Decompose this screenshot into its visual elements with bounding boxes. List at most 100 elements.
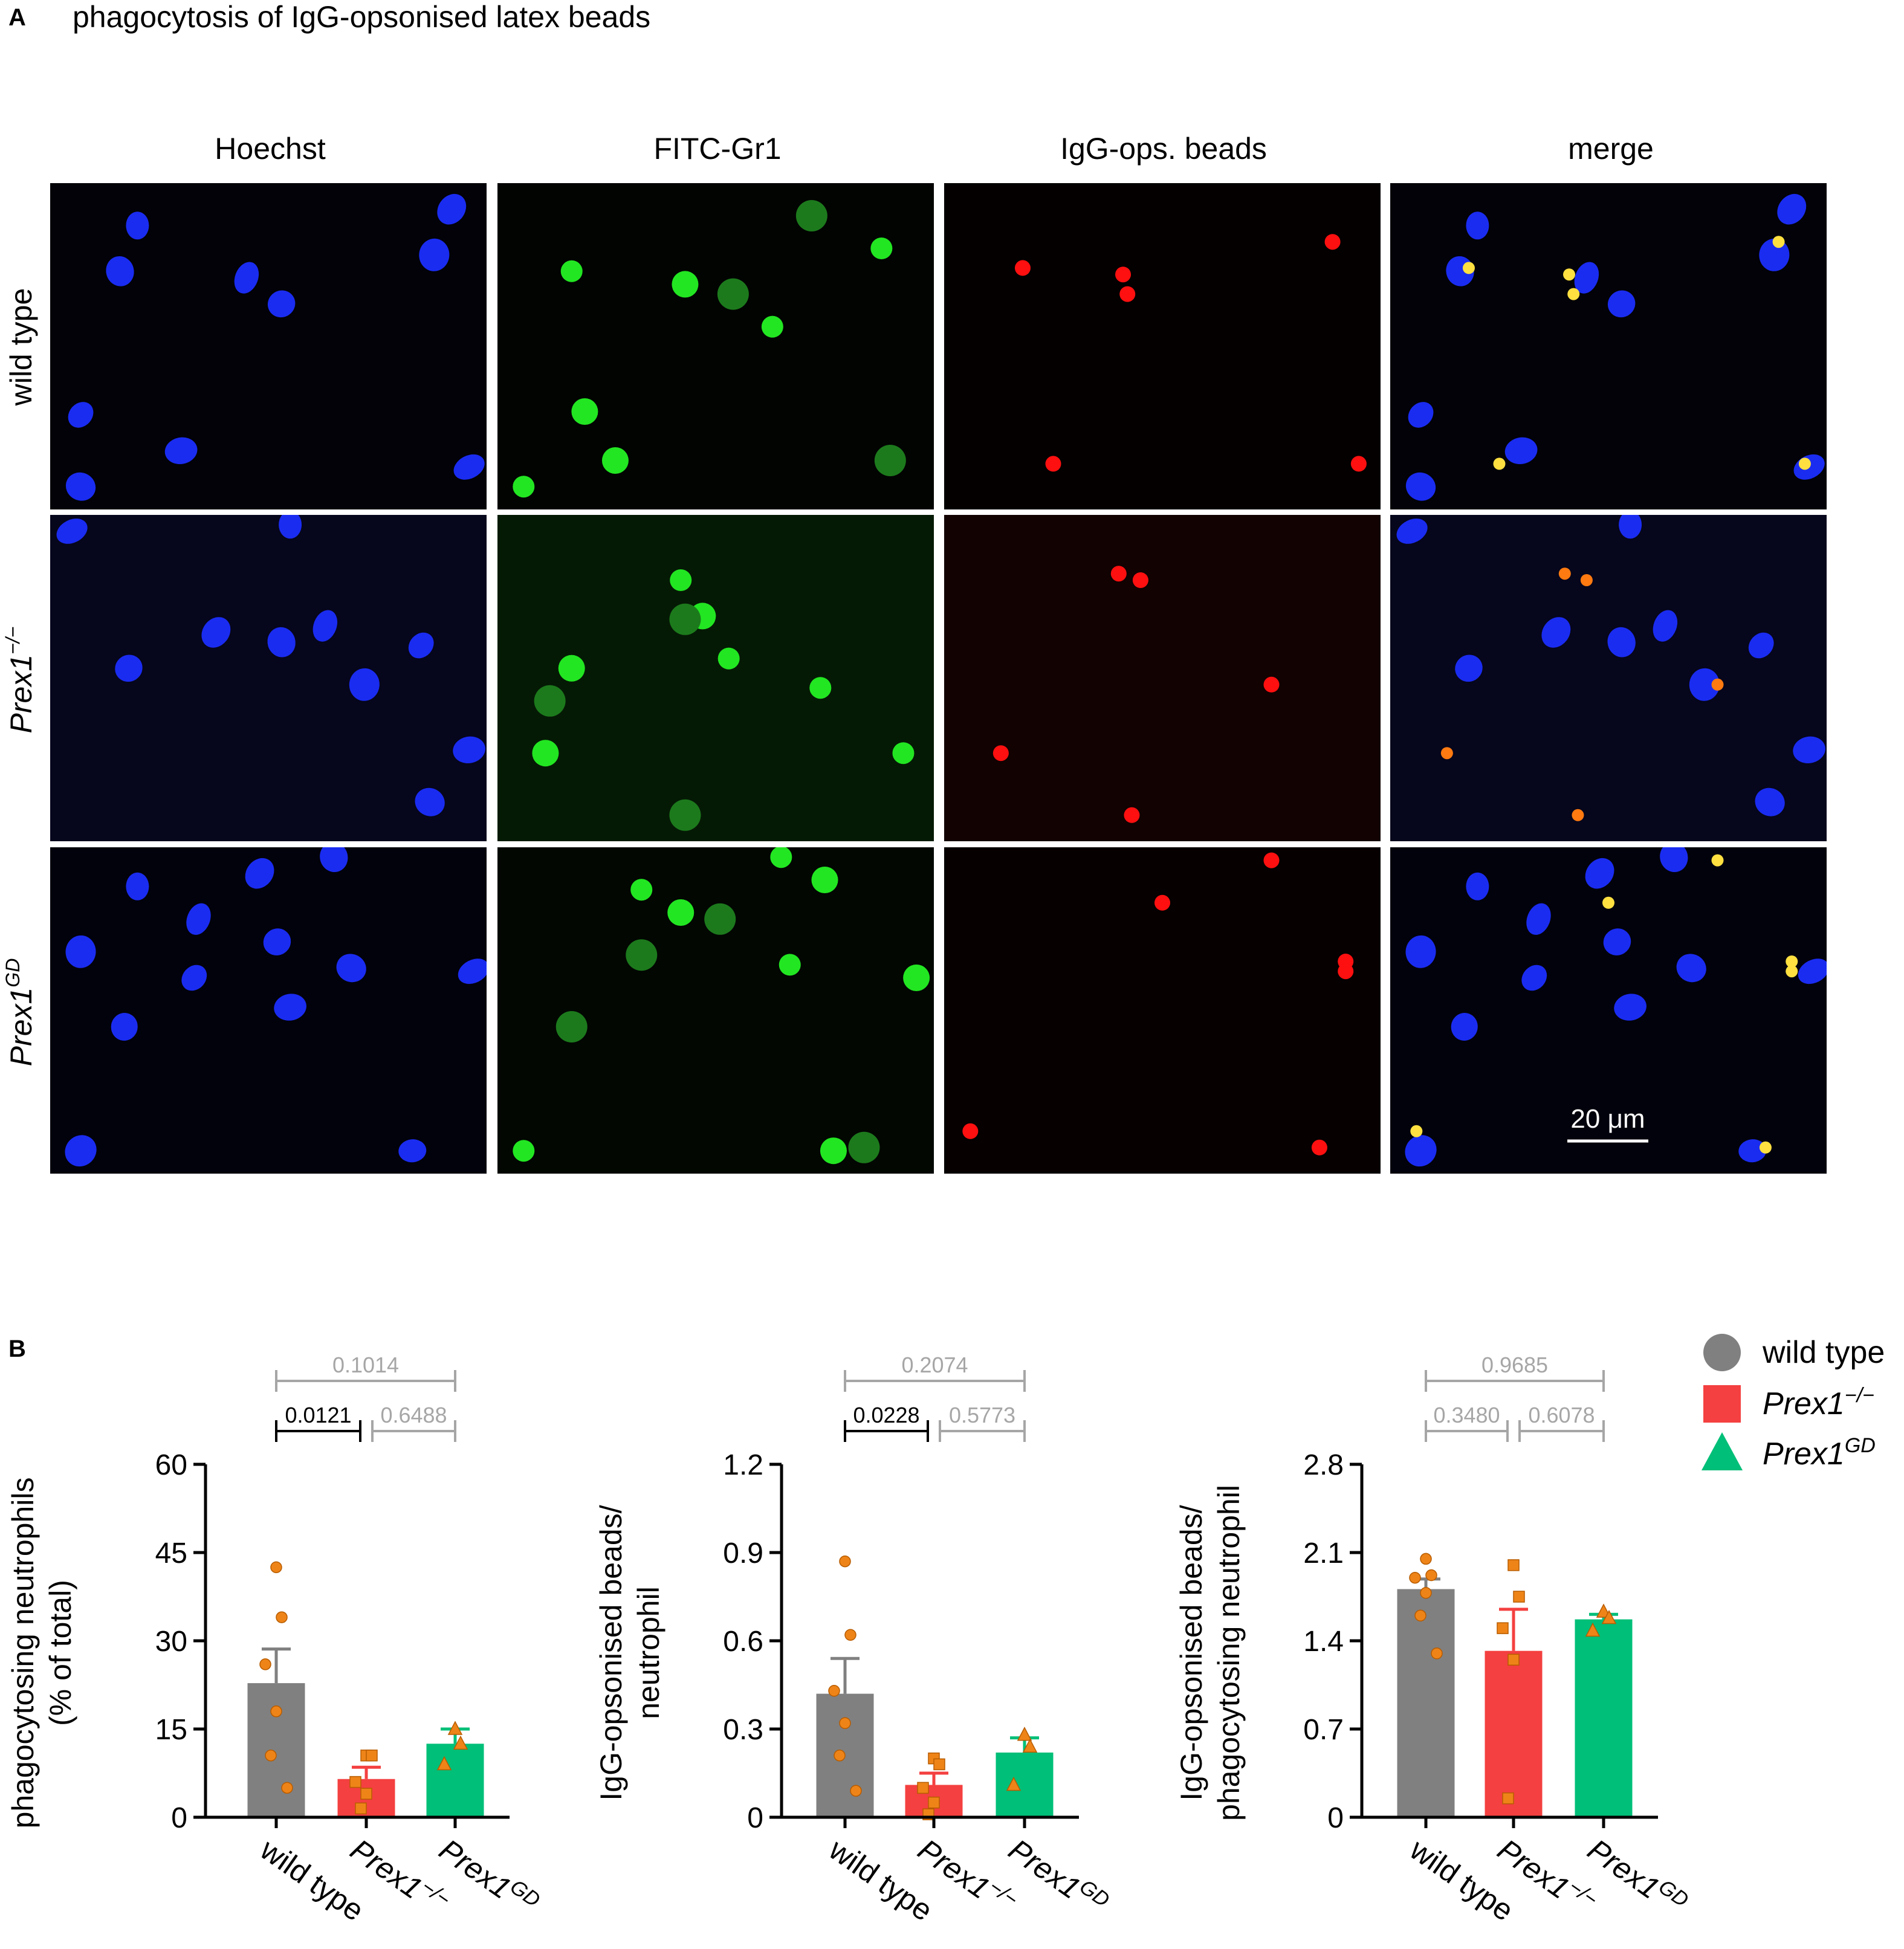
data-point-prex1-ko — [1507, 1559, 1520, 1571]
data-point-prex1-ko — [360, 1788, 372, 1800]
panel-a-title: phagocytosis of IgG-opsonised latex bead… — [73, 0, 650, 34]
p-value-label: 0.9685 — [1481, 1353, 1548, 1377]
data-point-prex1-ko — [917, 1782, 929, 1794]
legend-marker-prex1-ko — [1703, 1385, 1741, 1423]
data-point-wild-type — [850, 1785, 862, 1797]
panel-a-letter: A — [8, 4, 26, 31]
bar-prex1-gd — [1575, 1619, 1633, 1817]
significance-bracket — [844, 1420, 929, 1442]
bar-wild-type — [247, 1683, 305, 1817]
column-header-merge: merge — [1568, 132, 1654, 166]
significance-bracket — [1425, 1370, 1605, 1392]
row-label-prex1-gd: Prex1GD — [2, 958, 38, 1067]
data-point-prex1-ko — [349, 1776, 361, 1788]
x-tick-label-prex1-gd: Prex1GD — [1003, 1830, 1114, 1923]
y-tick-label: 1.4 — [1303, 1626, 1344, 1658]
significance-bracket — [275, 1420, 361, 1442]
data-point-prex1-gd — [447, 1721, 463, 1735]
y-tick-label: 2.8 — [1303, 1449, 1344, 1481]
microscopy-tile-prex1-ko-hoechst — [50, 515, 487, 841]
data-point-prex1-gd — [1585, 1622, 1601, 1637]
data-point-wild-type — [1431, 1647, 1443, 1660]
significance-bracket — [939, 1420, 1026, 1442]
data-point-wild-type — [1409, 1571, 1421, 1584]
microscopy-tile-wild-type-fitc-gr1 — [497, 183, 934, 509]
data-point-prex1-ko — [928, 1796, 940, 1809]
row-label-prex1-ko: Prex1−/− — [2, 627, 38, 734]
y-tick-label: 0.9 — [723, 1537, 763, 1569]
legend-marker-prex1-gd — [1702, 1432, 1743, 1470]
error-bar-prex1-ko — [1499, 1608, 1528, 1651]
y-axis-label: IgG-opsonised beads/phagocytosing neutro… — [1174, 1485, 1246, 1821]
row-label-wild-type: wild type — [4, 288, 38, 407]
bar-prex1-gd — [426, 1744, 484, 1817]
data-point-wild-type — [844, 1629, 856, 1641]
x-tick-label-prex1-gd: Prex1GD — [433, 1830, 545, 1923]
column-header-fitc-gr1: FITC-Gr1 — [653, 132, 781, 166]
data-point-wild-type — [281, 1782, 293, 1794]
microscopy-tile-prex1-ko-igg-beads — [944, 515, 1381, 841]
x-tick-label-prex1-gd: Prex1GD — [1582, 1830, 1693, 1923]
p-value-label: 0.6078 — [1528, 1403, 1595, 1427]
data-point-prex1-gd — [1022, 1738, 1038, 1753]
y-tick-label: 30 — [155, 1626, 187, 1658]
data-point-wild-type — [834, 1750, 846, 1762]
legend-marker-wild-type — [1703, 1334, 1741, 1371]
data-point-wild-type — [828, 1684, 840, 1697]
error-bar-prex1-ko — [919, 1771, 948, 1785]
error-bar-wild-type — [831, 1656, 860, 1694]
data-point-wild-type — [259, 1658, 271, 1670]
p-value-label: 0.1014 — [332, 1353, 399, 1377]
bar-prex1-gd — [996, 1752, 1054, 1817]
data-point-prex1-ko — [366, 1750, 378, 1762]
data-point-prex1-gd — [1601, 1609, 1617, 1624]
error-bar-prex1-ko — [352, 1765, 381, 1779]
microscopy-tile-prex1-gd-igg-beads — [944, 847, 1381, 1174]
panel-b-letter: B — [8, 1336, 26, 1362]
microscopy-tile-prex1-gd-hoechst — [50, 847, 487, 1174]
p-value-label: 0.0121 — [285, 1403, 351, 1427]
y-tick-label: 1.2 — [723, 1449, 763, 1481]
data-point-prex1-gd — [453, 1735, 468, 1750]
data-point-prex1-ko — [933, 1758, 945, 1771]
data-point-wild-type — [276, 1611, 288, 1623]
y-axis-label: phagocytosing neutrophils (% of total) — [6, 1478, 77, 1829]
microscopy-tile-prex1-ko-merge — [1390, 515, 1827, 841]
data-point-wild-type — [1420, 1553, 1432, 1565]
x-tick-label-wild-type: wild type — [254, 1832, 370, 1928]
microscopy-tile-wild-type-igg-beads — [944, 183, 1381, 509]
microscopy-tile-prex1-ko-fitc-gr1 — [497, 515, 934, 841]
significance-bracket — [275, 1370, 456, 1392]
y-tick-label: 0 — [747, 1802, 763, 1834]
data-point-prex1-ko — [1513, 1591, 1525, 1603]
legend-label-wild-type: wild type — [1762, 1335, 1885, 1370]
data-point-wild-type — [270, 1561, 282, 1574]
y-tick-label: 0.3 — [723, 1714, 763, 1746]
data-point-wild-type — [1425, 1569, 1437, 1582]
data-point-wild-type — [1420, 1586, 1432, 1599]
p-value-label: 0.3480 — [1433, 1403, 1500, 1427]
y-tick-label: 2.1 — [1303, 1537, 1344, 1569]
data-point-prex1-ko — [1497, 1622, 1509, 1634]
p-value-label: 0.0228 — [853, 1403, 919, 1427]
y-tick-label: 0 — [1327, 1802, 1344, 1834]
y-tick-label: 60 — [155, 1449, 187, 1481]
data-point-wild-type — [839, 1555, 851, 1568]
scale-bar-label: 20 μm — [1570, 1104, 1645, 1134]
data-point-prex1-gd — [1017, 1727, 1032, 1741]
error-bar-wild-type — [262, 1647, 291, 1684]
significance-bracket — [1425, 1420, 1509, 1442]
legend: wild type Prex1−/− Prex1GD — [1702, 1334, 1885, 1472]
p-value-label: 0.5773 — [949, 1403, 1015, 1427]
column-header-igg-beads: IgG-ops. beads — [1060, 132, 1267, 166]
data-point-wild-type — [270, 1705, 282, 1718]
data-point-prex1-ko — [1507, 1653, 1520, 1666]
significance-bracket — [371, 1420, 456, 1442]
microscopy-tile-wild-type-hoechst — [50, 183, 487, 509]
bar-prex1-ko — [1485, 1650, 1543, 1817]
